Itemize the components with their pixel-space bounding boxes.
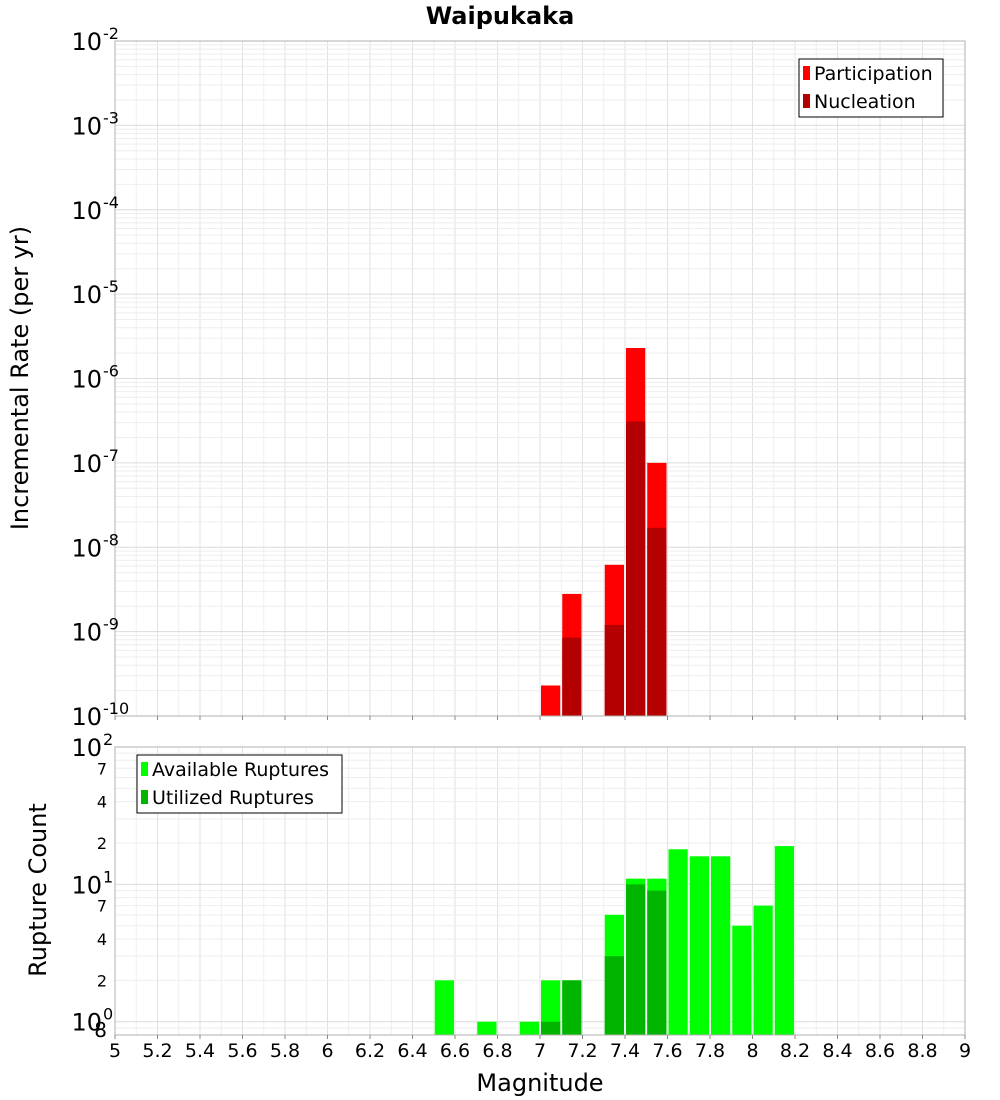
- bottom-y-minor-tick-label: 4: [97, 793, 107, 812]
- bottom-y-minor-tick-label: 4: [97, 930, 107, 949]
- top-bar-participation: [541, 685, 561, 716]
- bottom-y-minor-tick-label: 2: [97, 834, 107, 853]
- top-y-tick-base: 10: [71, 450, 102, 478]
- bottom-legend-label: Available Ruptures: [152, 759, 329, 781]
- top-y-tick-base: 10: [71, 281, 102, 309]
- bottom-y-tick-base: 10: [71, 734, 102, 762]
- bottom-y-minor-tick-label: 8: [94, 1018, 107, 1042]
- bottom-y-minor-tick-label: 7: [97, 759, 107, 778]
- top-legend-label: Nucleation: [814, 91, 916, 113]
- bottom-bar-utilized-ruptures: [604, 956, 624, 1035]
- x-tick-label: 7.6: [652, 1040, 682, 1062]
- x-axis-label: Magnitude: [476, 1069, 603, 1097]
- bottom-y-tick-exponent: 1: [103, 867, 113, 886]
- bottom-y-tick-exponent: 2: [103, 730, 113, 749]
- top-y-tick-exponent: -7: [103, 446, 119, 465]
- x-tick-label: 5.2: [142, 1040, 172, 1062]
- bottom-bar-available-ruptures: [689, 856, 709, 1035]
- top-y-axis-label: Incremental Rate (per yr): [6, 226, 34, 530]
- bottom-y-tick-base: 10: [71, 871, 102, 899]
- top-y-tick-base: 10: [71, 112, 102, 140]
- bottom-y-tick-exponent: 0: [103, 1005, 113, 1024]
- top-y-tick-base: 10: [71, 366, 102, 394]
- x-tick-label: 8.6: [865, 1040, 895, 1062]
- bottom-legend-label: Utilized Ruptures: [152, 787, 314, 809]
- top-y-tick-exponent: -10: [103, 699, 129, 718]
- top-y-tick-exponent: -5: [103, 277, 119, 296]
- top-legend-box: [798, 58, 944, 118]
- bottom-bar-available-ruptures: [774, 846, 794, 1035]
- bottom-bar-available-ruptures: [732, 925, 752, 1035]
- top-y-tick-base: 10: [71, 703, 102, 731]
- bottom-bar-available-ruptures: [477, 1021, 497, 1035]
- top-y-tick-base: 10: [71, 28, 102, 56]
- bottom-legend-swatch: [141, 790, 148, 804]
- bottom-bar-available-ruptures: [711, 856, 731, 1035]
- x-tick-label: 6: [321, 1040, 333, 1062]
- bottom-legend-box: [136, 754, 343, 814]
- top-y-tick-exponent: -9: [103, 615, 119, 634]
- x-tick-label: 5.8: [270, 1040, 300, 1062]
- bottom-bar-available-ruptures: [541, 980, 561, 1035]
- x-tick-label: 8.2: [780, 1040, 810, 1062]
- bottom-bar-available-ruptures: [519, 1021, 539, 1035]
- bottom-legend-swatch: [141, 762, 148, 776]
- top-y-tick-exponent: -4: [103, 193, 119, 212]
- bottom-bar-available-ruptures: [753, 905, 773, 1035]
- x-tick-label: 7.2: [567, 1040, 597, 1062]
- chart-title: Waipukaka: [426, 2, 575, 30]
- x-tick-label: 5: [109, 1040, 121, 1062]
- top-legend-swatch: [803, 94, 810, 108]
- x-tick-label: 8: [746, 1040, 758, 1062]
- x-tick-label: 7: [534, 1040, 546, 1062]
- x-tick-label: 8.8: [907, 1040, 937, 1062]
- x-tick-label: 5.6: [227, 1040, 257, 1062]
- top-y-tick-exponent: -2: [103, 24, 119, 43]
- bottom-y-tick-base: 10: [71, 1009, 102, 1037]
- bottom-bar-available-ruptures: [668, 849, 688, 1035]
- x-tick-label: 6.6: [440, 1040, 470, 1062]
- x-tick-label: 5.4: [185, 1040, 215, 1062]
- top-bar-nucleation: [647, 527, 667, 716]
- x-tick-label: 8.4: [822, 1040, 852, 1062]
- x-tick-label: 9: [959, 1040, 971, 1062]
- bottom-bar-available-ruptures: [434, 980, 454, 1035]
- top-bar-nucleation: [562, 637, 582, 716]
- top-y-tick-base: 10: [71, 619, 102, 647]
- bottom-y-minor-tick-label: 7: [97, 897, 107, 916]
- bottom-bar-utilized-ruptures: [541, 1021, 561, 1035]
- top-y-tick-exponent: -8: [103, 530, 119, 549]
- top-bar-nucleation: [604, 624, 624, 716]
- top-legend-label: Participation: [814, 63, 933, 85]
- bottom-bar-utilized-ruptures: [562, 980, 582, 1035]
- x-tick-label: 7.8: [695, 1040, 725, 1062]
- bottom-y-axis-label: Rupture Count: [24, 803, 52, 977]
- bottom-panel: 5 5.2 5.4 5.6 5.8 6 6.2 6.4 6.6 6.8 7 7.2 7.4 7.6 7.8 8…: [71, 730, 971, 1062]
- top-y-tick-base: 10: [71, 197, 102, 225]
- top-y-tick-exponent: -3: [103, 108, 119, 127]
- x-tick-label: 6.2: [355, 1040, 385, 1062]
- top-panel: 10-210-310-410-510-610-710-810-910 -10Par…: [71, 24, 966, 731]
- bottom-bar-utilized-ruptures: [626, 884, 646, 1035]
- bottom-bar-utilized-ruptures: [647, 890, 667, 1035]
- x-tick-label: 6.8: [482, 1040, 512, 1062]
- x-tick-label: 7.4: [610, 1040, 640, 1062]
- top-y-tick-base: 10: [71, 534, 102, 562]
- top-bar-nucleation: [626, 421, 646, 716]
- x-tick-label: 6.4: [397, 1040, 427, 1062]
- bottom-y-minor-tick-label: 2: [97, 971, 107, 990]
- top-legend-swatch: [803, 66, 810, 80]
- top-y-tick-exponent: -6: [103, 362, 119, 381]
